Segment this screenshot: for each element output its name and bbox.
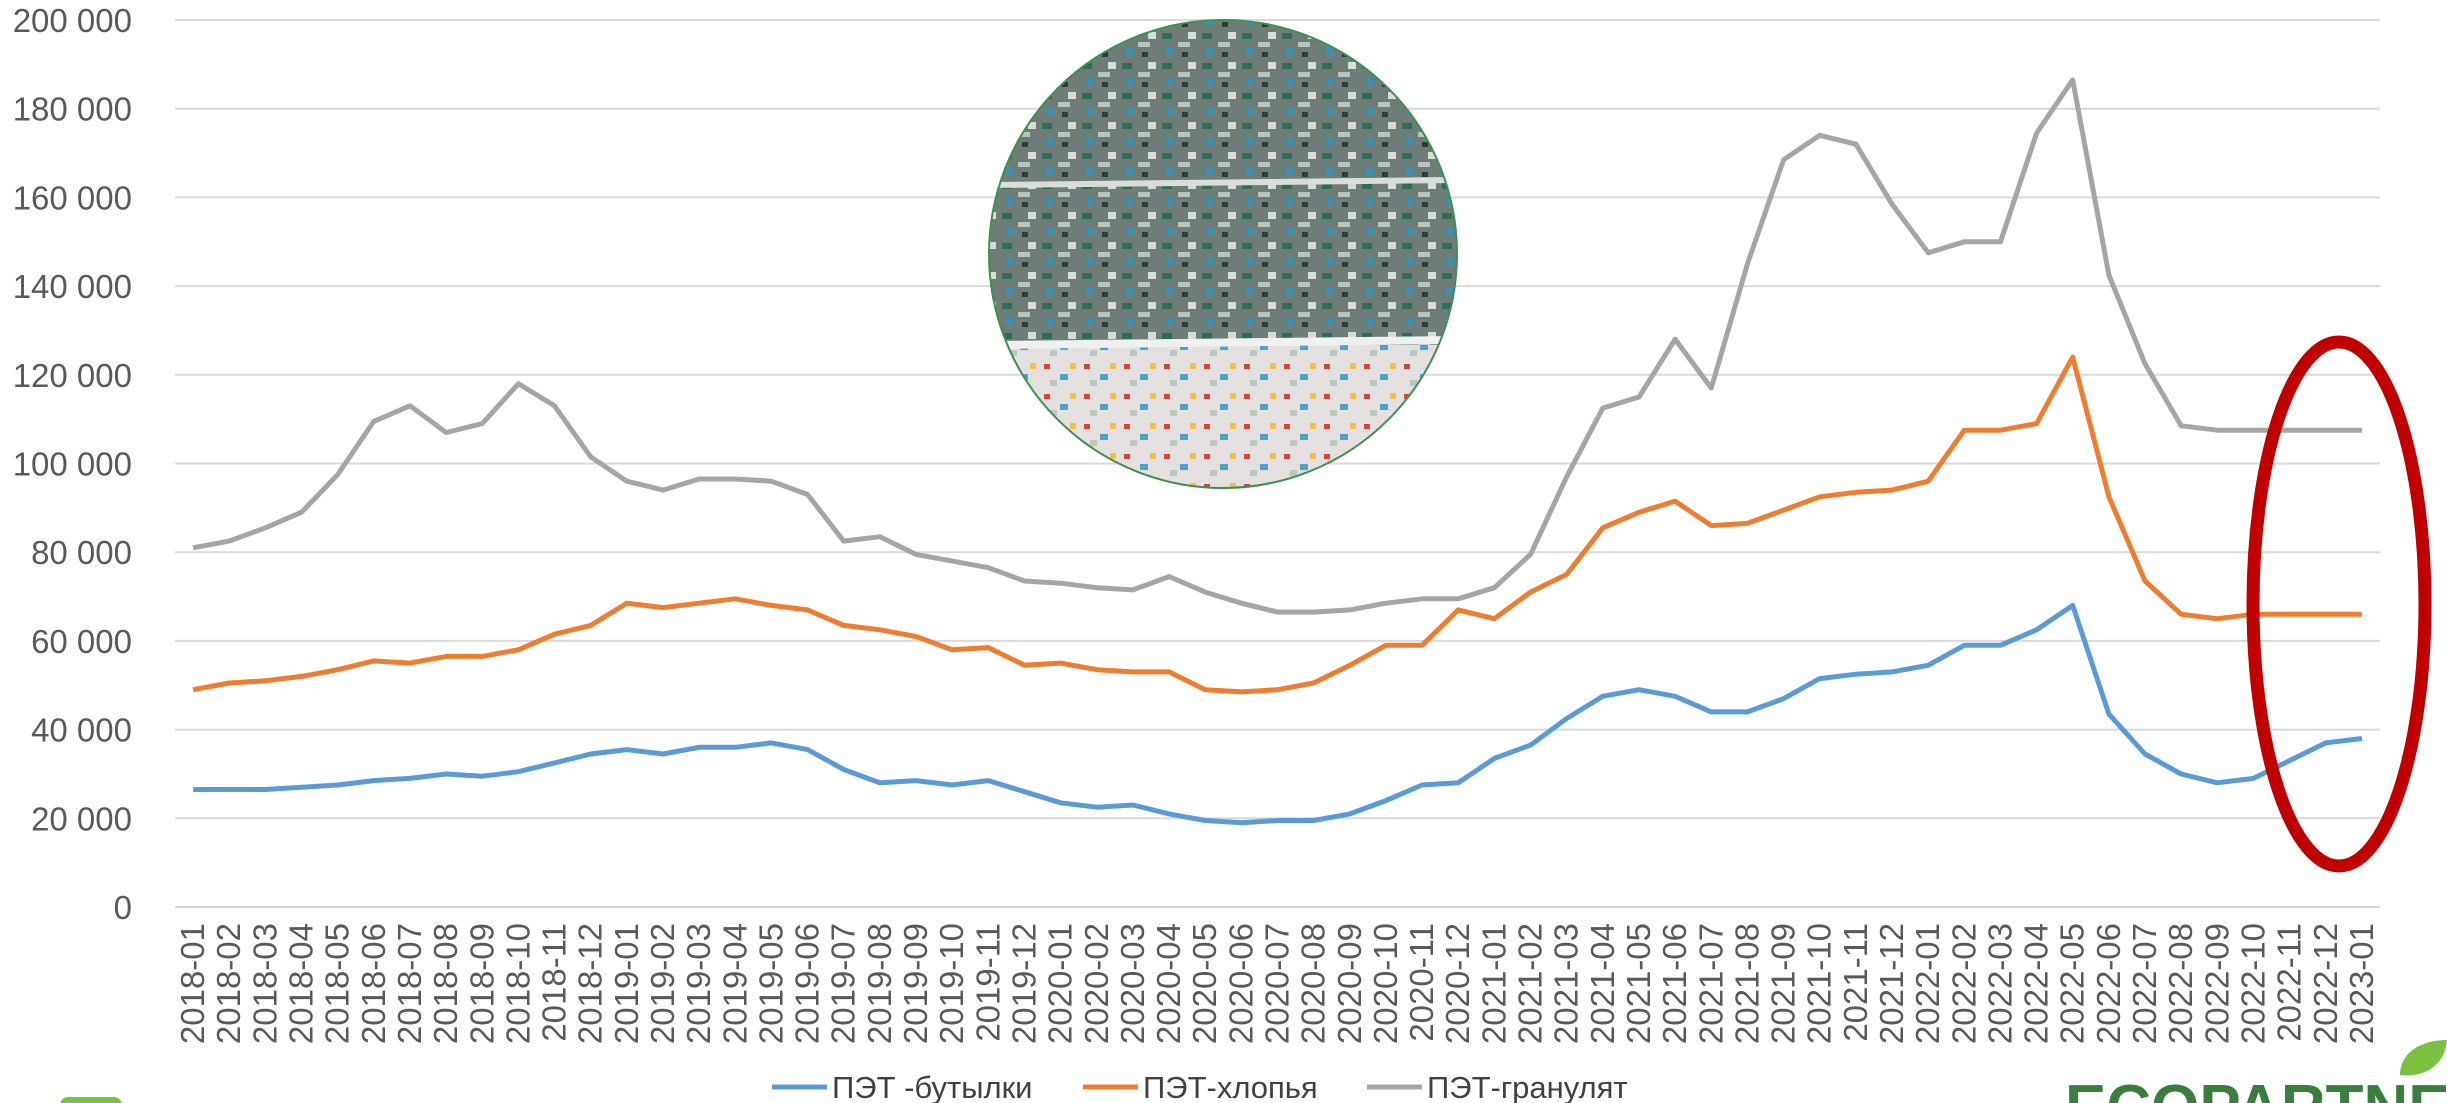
x-tick-label: 2019-03 bbox=[680, 923, 717, 1044]
x-tick-label: 2018-05 bbox=[319, 923, 356, 1044]
y-tick-label: 160 000 bbox=[13, 179, 132, 216]
series-line bbox=[193, 602, 2363, 826]
x-tick-label: 2023-01 bbox=[2343, 923, 2380, 1044]
series-line bbox=[192, 354, 2362, 695]
x-tick-label: 2020-08 bbox=[1295, 923, 1332, 1044]
x-tick-label: 2021-11 bbox=[1837, 923, 1874, 1042]
logo-leaf bbox=[2400, 1040, 2447, 1076]
legend-label: ПЭТ -бутылки bbox=[832, 1070, 1032, 1103]
x-tick-label: 2021-02 bbox=[1512, 923, 1549, 1044]
x-tick-label: 2022-06 bbox=[2090, 923, 2127, 1044]
x-tick-label: 2018-10 bbox=[499, 923, 536, 1044]
x-tick-label: 2022-08 bbox=[2162, 923, 2199, 1044]
y-tick-label: 180 000 bbox=[13, 91, 132, 128]
x-tick-label: 2021-07 bbox=[1692, 923, 1729, 1044]
highlight-ellipse bbox=[2246, 335, 2432, 873]
x-tick-label: 2018-06 bbox=[355, 923, 392, 1044]
x-tick-label: 2019-05 bbox=[752, 923, 789, 1044]
x-tick-label: 2021-04 bbox=[1584, 923, 1621, 1044]
x-tick-label: 2020-09 bbox=[1331, 923, 1368, 1044]
photo bbox=[989, 20, 1457, 488]
x-tick-label: 2022-09 bbox=[2198, 923, 2235, 1044]
x-tick-label: 2021-09 bbox=[1765, 923, 1802, 1044]
x-tick-label: 2021-05 bbox=[1620, 923, 1657, 1044]
x-tick-label: 2020-06 bbox=[1222, 923, 1259, 1044]
x-tick-label: 2018-11 bbox=[536, 923, 573, 1042]
legend-label: ПЭТ-гранулят bbox=[1427, 1070, 1628, 1103]
x-tick-label: 2020-01 bbox=[1042, 923, 1079, 1044]
y-tick-label: 200 000 bbox=[13, 2, 132, 39]
legend-label: ПЭТ-хлопья bbox=[1143, 1070, 1318, 1103]
x-tick-label: 2019-01 bbox=[608, 923, 645, 1044]
x-tick-label: 2021-06 bbox=[1656, 923, 1693, 1044]
x-tick-label: 2019-10 bbox=[933, 923, 970, 1044]
x-tick-label: 2022-05 bbox=[2054, 923, 2091, 1044]
x-tick-label: 2022-10 bbox=[2234, 923, 2271, 1044]
x-tick-label: 2020-11 bbox=[1403, 923, 1440, 1042]
x-tick-label: 2019-06 bbox=[789, 923, 826, 1044]
y-tick-label: 100 000 bbox=[13, 446, 132, 483]
x-tick-label: 2021-08 bbox=[1728, 923, 1765, 1044]
series-line bbox=[192, 77, 2362, 615]
x-tick-label: 2018-03 bbox=[246, 923, 283, 1044]
x-tick-label: 2019-02 bbox=[644, 923, 681, 1044]
x-tick-label: 2019-12 bbox=[1005, 923, 1042, 1044]
y-tick-label: 40 000 bbox=[31, 712, 132, 749]
x-tick-label: 2019-11 bbox=[969, 923, 1006, 1042]
x-tick-label: 2018-01 bbox=[174, 923, 211, 1044]
x-tick-label: 2019-08 bbox=[861, 923, 898, 1044]
y-tick-label: 20 000 bbox=[31, 800, 132, 837]
x-tick-label: 2021-01 bbox=[1475, 923, 1512, 1044]
x-tick-label: 2020-04 bbox=[1150, 923, 1187, 1044]
x-tick-label: 2018-02 bbox=[210, 923, 247, 1044]
x-tick-label: 2020-12 bbox=[1439, 923, 1476, 1044]
photo-border bbox=[988, 19, 1458, 489]
x-tick-label: 2018-08 bbox=[427, 923, 464, 1044]
y-tick-label: 140 000 bbox=[13, 268, 132, 305]
y-tick-label: 0 bbox=[114, 889, 132, 926]
x-tick-label: 2018-04 bbox=[283, 923, 320, 1044]
x-tick-label: 2020-10 bbox=[1367, 923, 1404, 1044]
x-tick-label: 2020-03 bbox=[1114, 923, 1151, 1044]
x-tick-label: 2018-09 bbox=[463, 923, 500, 1044]
x-tick-label: 2022-11 bbox=[2271, 923, 2308, 1042]
x-tick-label: 2019-04 bbox=[716, 923, 753, 1044]
logo-mark bbox=[60, 1097, 122, 1103]
y-tick-label: 120 000 bbox=[13, 357, 132, 394]
x-tick-label: 2022-02 bbox=[1945, 923, 1982, 1044]
x-tick-label: 2020-07 bbox=[1259, 923, 1296, 1044]
x-tick-label: 2021-12 bbox=[1873, 923, 1910, 1044]
x-tick-label: 2018-12 bbox=[572, 923, 609, 1044]
x-tick-label: 2022-07 bbox=[2126, 923, 2163, 1044]
x-tick-label: 2019-07 bbox=[825, 923, 862, 1044]
x-tick-label: 2018-07 bbox=[391, 923, 428, 1044]
x-tick-label: 2021-03 bbox=[1548, 923, 1585, 1044]
x-tick-label: 2020-05 bbox=[1186, 923, 1223, 1044]
y-tick-label: 80 000 bbox=[31, 534, 132, 571]
x-tick-label: 2020-02 bbox=[1078, 923, 1115, 1044]
brand-logo: ECOPARTNERS bbox=[2065, 1073, 2447, 1103]
x-tick-label: 2021-10 bbox=[1801, 923, 1838, 1044]
x-tick-label: 2022-04 bbox=[2018, 923, 2055, 1044]
x-tick-label: 2022-01 bbox=[1909, 923, 1946, 1044]
x-tick-label: 2022-12 bbox=[2307, 923, 2344, 1044]
x-tick-label: 2019-09 bbox=[897, 923, 934, 1044]
x-tick-label: 2022-03 bbox=[1981, 923, 2018, 1044]
plot-area: 0 20 000 40 000 60 000 80 000 100 000 120 000 1… bbox=[13, 2, 2380, 1103]
y-tick-label: 60 000 bbox=[31, 623, 132, 660]
